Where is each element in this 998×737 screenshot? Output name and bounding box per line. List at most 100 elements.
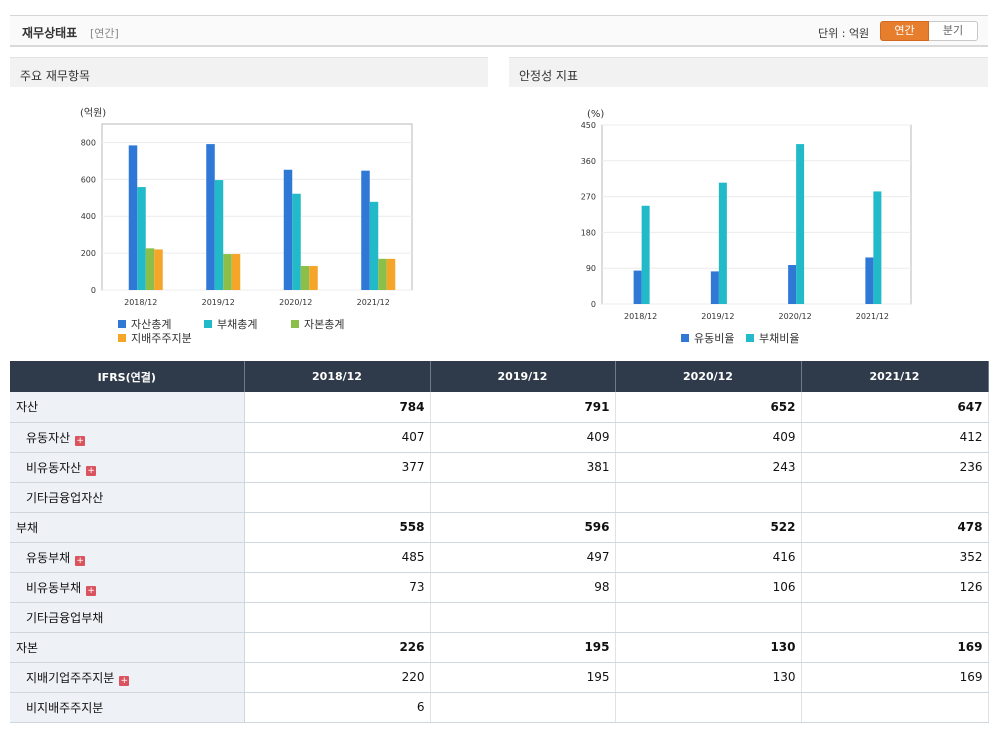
table-cell: 791 [430, 392, 616, 423]
table-row: 유동자산 +407 409 409 412 [10, 422, 989, 453]
stability-panel: 안정성 지표 0 90 180 270 360 450 (%) 2018/12 2019/12 2… [509, 57, 988, 357]
bar [641, 205, 650, 304]
table-cell: 130 [615, 632, 802, 663]
plot-area [601, 124, 912, 305]
x-tick-label: 2020/12 [279, 298, 312, 307]
y-axis-label: (%) [587, 109, 604, 120]
table-cell: 243 [615, 452, 802, 483]
x-tick-label: 2018/12 [124, 298, 157, 307]
table-cell: 130 [615, 662, 802, 693]
legend-swatch [681, 334, 689, 342]
row-label-text: 비유동부채 [26, 580, 82, 595]
row-label-text: 자산 [16, 400, 39, 415]
row-label: 자본 [10, 632, 245, 663]
x-tick-label: 2019/12 [202, 298, 235, 307]
y-tick-label: 360 [581, 157, 596, 166]
bar [154, 249, 163, 290]
bar [718, 182, 727, 304]
table-cell [615, 602, 802, 633]
table-row: 기타금융업자산 [10, 482, 989, 513]
y-tick-label: 0 [591, 300, 596, 309]
table-cell: 412 [801, 422, 989, 453]
quarter-button[interactable]: 분기 [929, 21, 978, 41]
expand-icon[interactable]: + [75, 555, 86, 566]
row-label: 지배기업주주지분 + [10, 662, 245, 693]
row-label: 자산 [10, 392, 245, 423]
row-label-text: 기타금융업자산 [26, 490, 104, 505]
financial-table: IFRS(연결) 2018/12 2019/12 2020/12 2021/12 자산… [10, 361, 989, 723]
x-tick-label: 2021/12 [856, 312, 889, 321]
expand-icon[interactable]: + [75, 435, 86, 446]
bar [386, 258, 396, 290]
row-label: 비지배주주지분 [10, 692, 245, 723]
bar [369, 201, 379, 290]
table-cell: 236 [801, 452, 989, 483]
expand-icon[interactable]: + [86, 585, 97, 596]
legend-swatch [204, 320, 212, 328]
y-tick-label: 90 [586, 264, 596, 273]
table-cell: 784 [244, 392, 431, 423]
expand-icon[interactable]: + [119, 675, 130, 686]
legend-label: 자본총계 [304, 318, 344, 331]
column-header: 2020/12 [615, 361, 802, 392]
table-cell: 195 [430, 662, 616, 693]
table-cell: 407 [244, 422, 431, 453]
row-label: 유동자산 + [10, 422, 245, 453]
bar [283, 169, 293, 290]
table-cell: 596 [430, 512, 616, 543]
statement-header: 재무상태표 [연간] 단위 : 억원 연간 분기 [10, 15, 988, 47]
column-header: 2021/12 [801, 361, 989, 392]
bar [361, 170, 370, 290]
table-cell: 381 [430, 452, 616, 483]
y-tick-label: 0 [91, 286, 96, 295]
expand-icon[interactable]: + [86, 465, 97, 476]
annual-button[interactable]: 연간 [880, 21, 929, 41]
row-label-text: 자본 [16, 640, 39, 655]
row-label: 유동부채 + [10, 542, 245, 573]
row-label-text: 비유동자산 [26, 460, 82, 475]
table-cell: 106 [615, 572, 802, 603]
table-corner: IFRS(연결) [10, 361, 245, 392]
bar [633, 270, 642, 304]
table-cell [244, 602, 431, 633]
table-cell: 352 [801, 542, 989, 573]
unit-label: 단위 : 억원 [818, 27, 870, 40]
table-cell [801, 482, 989, 513]
table-cell [430, 482, 616, 513]
bar [378, 258, 387, 290]
row-label-text: 지배기업주주지분 [26, 670, 115, 685]
y-tick-label: 400 [81, 212, 96, 221]
table-cell: 126 [801, 572, 989, 603]
statement-title: 재무상태표 [22, 26, 78, 40]
table-cell [430, 602, 616, 633]
row-label: 비유동부채 + [10, 572, 245, 603]
legend-swatch [746, 334, 754, 342]
legend-label: 부채비율 [759, 332, 799, 345]
panel-title-bar [10, 57, 488, 87]
y-tick-label: 600 [81, 175, 96, 184]
bar [137, 187, 146, 290]
row-label-text: 유동자산 [26, 430, 71, 445]
bar [865, 257, 874, 304]
bar [796, 144, 805, 304]
row-label: 부채 [10, 512, 245, 543]
x-tick-label: 2020/12 [779, 312, 812, 321]
table-header-row: IFRS(연결) 2018/12 2019/12 2020/12 2021/12 [10, 361, 989, 392]
bar [206, 144, 215, 290]
y-tick-label: 200 [81, 249, 96, 258]
table-cell: 485 [244, 542, 431, 573]
bar [214, 180, 224, 290]
table-cell: 558 [244, 512, 431, 543]
x-tick-label: 2019/12 [701, 312, 734, 321]
row-label-text: 부채 [16, 520, 39, 535]
table-row: 자산 784 791 652 647 [10, 392, 989, 423]
stability-title: 안정성 지표 [519, 69, 579, 83]
period-toggle: 연간 분기 [880, 21, 978, 41]
legend-label: 자산총계 [131, 318, 171, 331]
table-cell [244, 482, 431, 513]
table-cell: 652 [615, 392, 802, 423]
table-cell: 522 [615, 512, 802, 543]
table-row: 기타금융업부채 [10, 602, 989, 633]
column-header: 2019/12 [430, 361, 616, 392]
bar [145, 248, 155, 290]
